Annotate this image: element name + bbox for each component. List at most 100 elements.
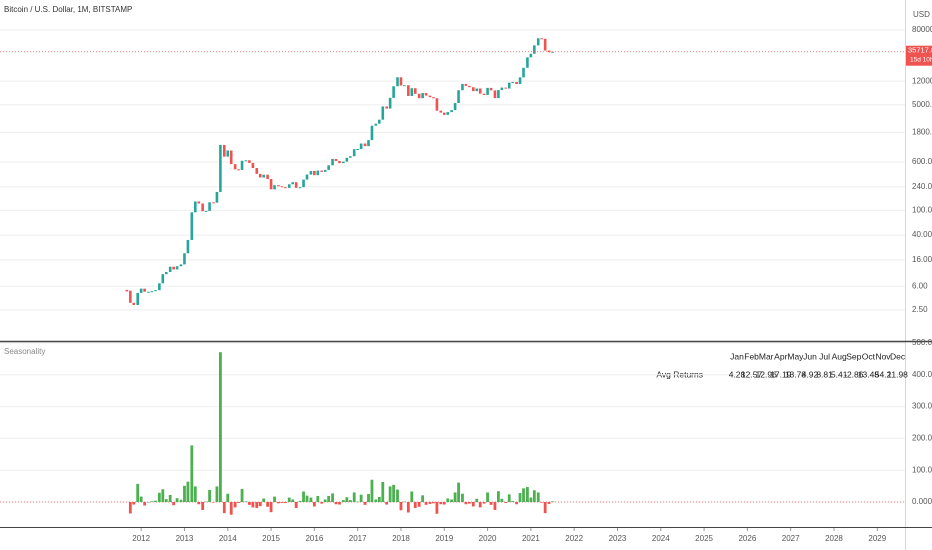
candle — [172, 266, 175, 270]
candle — [269, 178, 273, 190]
candle — [273, 185, 276, 190]
candle — [385, 106, 388, 109]
candle — [334, 158, 338, 161]
candle — [168, 266, 172, 272]
y-tick-label: 2.50 — [912, 305, 928, 314]
bar — [504, 502, 508, 503]
bar — [377, 496, 381, 503]
bar — [312, 502, 316, 507]
candle — [179, 264, 183, 267]
table-value: 8.81 — [816, 369, 833, 379]
bar — [396, 489, 399, 503]
bar — [417, 502, 421, 507]
last-price-tag — [906, 45, 932, 66]
bar — [367, 494, 370, 503]
candle — [551, 51, 554, 53]
price-timer: 15d 10h — [910, 56, 932, 63]
bar — [269, 502, 273, 513]
bar — [175, 498, 179, 503]
bar — [348, 500, 352, 503]
bar — [150, 501, 154, 503]
bar — [515, 502, 518, 505]
bar — [363, 502, 367, 505]
y-tick-label: 0.000 — [912, 497, 932, 506]
y-tick-label: 100.000 — [912, 465, 932, 474]
table-month: Apr — [774, 351, 787, 361]
candle — [471, 87, 475, 92]
y-tick-label: 500.000 — [912, 338, 932, 347]
candle — [511, 81, 514, 83]
table-month: Jul — [819, 351, 830, 361]
bar — [388, 486, 392, 503]
candle — [183, 253, 186, 265]
y-tick-label: 300.000 — [912, 402, 932, 411]
candle — [464, 83, 468, 86]
bar — [201, 502, 205, 510]
table-month: Sep — [846, 351, 861, 361]
candle — [132, 302, 136, 305]
candle — [407, 85, 410, 96]
table-value: 12.96 — [756, 369, 778, 379]
bar — [522, 488, 525, 503]
bar — [551, 501, 554, 503]
bar — [154, 500, 157, 503]
candle — [251, 162, 255, 169]
bar — [327, 495, 331, 503]
bar — [139, 496, 143, 503]
bar — [273, 496, 276, 503]
table-value: 5.41 — [831, 369, 848, 379]
bar — [399, 502, 403, 511]
candle — [150, 291, 154, 293]
candle — [284, 187, 287, 189]
x-tick-label: 2015 — [262, 534, 280, 543]
bar — [547, 502, 551, 504]
candle — [489, 87, 493, 91]
bar — [432, 502, 435, 504]
bar — [507, 494, 511, 503]
bar — [302, 491, 305, 503]
bar — [287, 497, 291, 503]
bar — [410, 491, 414, 503]
candle — [164, 271, 168, 275]
x-tick-label: 2022 — [565, 534, 583, 543]
bar — [164, 499, 168, 503]
x-tick-label: 2025 — [695, 534, 713, 543]
candle — [504, 87, 508, 89]
bar — [309, 497, 313, 503]
candle — [410, 88, 414, 96]
x-tick-label: 2012 — [132, 534, 150, 543]
table-row-label: Avg Returns — [656, 369, 703, 379]
candle — [136, 292, 139, 305]
candle — [255, 168, 259, 174]
candle — [370, 125, 374, 141]
candle — [399, 77, 403, 86]
table-month: Feb — [744, 351, 759, 361]
candle — [497, 90, 500, 99]
candle — [457, 90, 460, 104]
table-value: 13.48 — [858, 369, 880, 379]
bar — [356, 501, 360, 503]
candle — [323, 169, 327, 172]
candle — [345, 157, 349, 162]
candle — [331, 158, 334, 166]
bar — [291, 499, 295, 503]
y-tick-label: 12000.00 — [912, 76, 932, 85]
candle — [158, 283, 161, 291]
candle — [478, 88, 482, 94]
candle — [526, 57, 529, 68]
candle — [461, 83, 464, 91]
table-month: Jun — [803, 351, 817, 361]
candle — [197, 201, 201, 204]
candle — [352, 149, 356, 157]
candle — [342, 161, 345, 164]
candle — [327, 165, 330, 170]
candle — [363, 143, 367, 147]
candle — [229, 150, 233, 165]
candle — [175, 266, 179, 270]
candle — [294, 182, 298, 188]
bar — [222, 502, 226, 514]
x-tick-label: 2019 — [435, 534, 453, 543]
bar — [471, 502, 475, 507]
x-tick-label: 2014 — [219, 534, 237, 543]
